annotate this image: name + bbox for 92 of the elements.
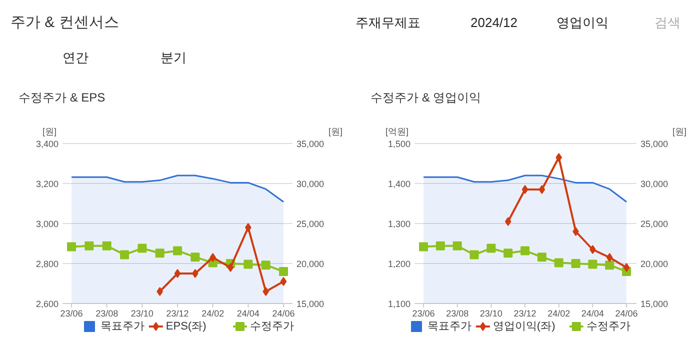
x-tick-label: 23/12 bbox=[514, 308, 536, 318]
x-tick-label: 24/06 bbox=[272, 308, 295, 318]
x-tick-label: 23/10 bbox=[130, 308, 154, 318]
x-tick-label: 23/10 bbox=[480, 308, 502, 318]
legend-label: 수정주가 bbox=[586, 320, 630, 332]
point bbox=[520, 246, 530, 256]
point bbox=[419, 242, 428, 252]
x-tick-label: 23/06 bbox=[412, 308, 435, 318]
y-axis-title: [억원] bbox=[386, 126, 409, 136]
y-tick-label: 1,400 bbox=[388, 179, 411, 189]
point bbox=[174, 269, 181, 278]
chart-title: 수정주가 & 영업이익 bbox=[370, 90, 482, 104]
y-tick-label: 3,400 bbox=[36, 139, 59, 149]
x-tick-label: 24/02 bbox=[548, 308, 570, 318]
x-tick-label: 24/04 bbox=[236, 308, 260, 318]
point bbox=[606, 253, 613, 262]
point bbox=[522, 185, 528, 194]
point bbox=[486, 244, 496, 253]
y2-axis-title: [원] bbox=[328, 126, 343, 136]
legend-label: 영업이익(좌) bbox=[492, 320, 556, 332]
point bbox=[436, 241, 445, 250]
x-tick-label: 23/08 bbox=[446, 308, 469, 318]
x-tick-label: 23/06 bbox=[60, 308, 83, 318]
point bbox=[537, 252, 546, 262]
x-tick-label: 23/08 bbox=[96, 308, 118, 318]
y2-tick-label: 35,000 bbox=[640, 139, 668, 149]
point bbox=[605, 260, 614, 270]
y2-tick-label: 35,000 bbox=[296, 139, 324, 149]
y-tick-label: 3,200 bbox=[36, 179, 59, 189]
y2-axis-title: [원] bbox=[672, 126, 687, 136]
text: 주재무제표 bbox=[356, 15, 420, 30]
point bbox=[470, 250, 479, 260]
point bbox=[102, 241, 112, 250]
point bbox=[623, 263, 630, 272]
point bbox=[572, 227, 579, 236]
legend-label: 목표주가 bbox=[428, 320, 472, 332]
y2-tick-label: 15,000 bbox=[640, 299, 668, 309]
y-axis-title: [원] bbox=[42, 126, 57, 136]
point bbox=[138, 244, 147, 253]
point bbox=[190, 252, 200, 262]
y2-tick-label: 30,000 bbox=[296, 179, 324, 189]
text: 주가 & 컨센서스 bbox=[10, 14, 119, 31]
point bbox=[262, 287, 269, 296]
point bbox=[452, 241, 462, 250]
point bbox=[590, 245, 596, 254]
x-tick-label: 24/04 bbox=[581, 308, 604, 318]
legend-label: 목표주가 bbox=[100, 320, 144, 332]
point bbox=[280, 277, 287, 286]
point bbox=[84, 241, 94, 250]
y2-tick-label: 20,000 bbox=[640, 259, 668, 269]
point bbox=[210, 253, 216, 262]
y2-tick-label: 20,000 bbox=[296, 259, 324, 269]
y-tick-label: 1,200 bbox=[388, 259, 411, 269]
point bbox=[588, 260, 598, 269]
point bbox=[67, 242, 76, 252]
chart-title: 수정주가 & EPS bbox=[18, 90, 106, 104]
y2-tick-label: 25,000 bbox=[296, 219, 324, 229]
point bbox=[279, 267, 288, 276]
point bbox=[227, 263, 234, 272]
point bbox=[571, 259, 580, 268]
text: 영업이익 bbox=[556, 15, 608, 30]
point bbox=[556, 153, 562, 162]
point bbox=[192, 269, 198, 278]
point bbox=[538, 185, 546, 194]
y2-tick-label: 25,000 bbox=[640, 219, 668, 229]
point bbox=[156, 287, 163, 296]
y2-tick-label: 15,000 bbox=[296, 299, 324, 309]
point bbox=[504, 217, 512, 226]
point bbox=[120, 250, 129, 260]
y-tick-label: 2,600 bbox=[36, 299, 59, 309]
legend-label: 수정주가 bbox=[250, 320, 294, 332]
y-tick-label: 1,300 bbox=[388, 219, 411, 229]
text: 검색 bbox=[654, 15, 680, 30]
x-tick-label: 23/12 bbox=[166, 308, 189, 318]
point bbox=[173, 246, 182, 256]
text: 연간 bbox=[62, 50, 88, 65]
x-tick-label: 24/06 bbox=[615, 308, 638, 318]
y2-tick-label: 30,000 bbox=[640, 179, 668, 189]
point bbox=[155, 248, 164, 258]
y-tick-label: 3,000 bbox=[36, 219, 59, 229]
point bbox=[244, 260, 253, 269]
text: 분기 bbox=[160, 50, 186, 65]
point bbox=[261, 260, 270, 270]
x-tick-label: 24/02 bbox=[202, 308, 224, 318]
text: 2024/12 bbox=[470, 15, 518, 30]
y-tick-label: 1,500 bbox=[388, 139, 411, 149]
point bbox=[245, 223, 252, 232]
point bbox=[504, 248, 513, 258]
legend-label: EPS(좌) bbox=[166, 320, 206, 332]
y-tick-label: 1,100 bbox=[388, 299, 411, 309]
y-tick-label: 2,800 bbox=[36, 259, 59, 269]
point bbox=[554, 258, 564, 268]
